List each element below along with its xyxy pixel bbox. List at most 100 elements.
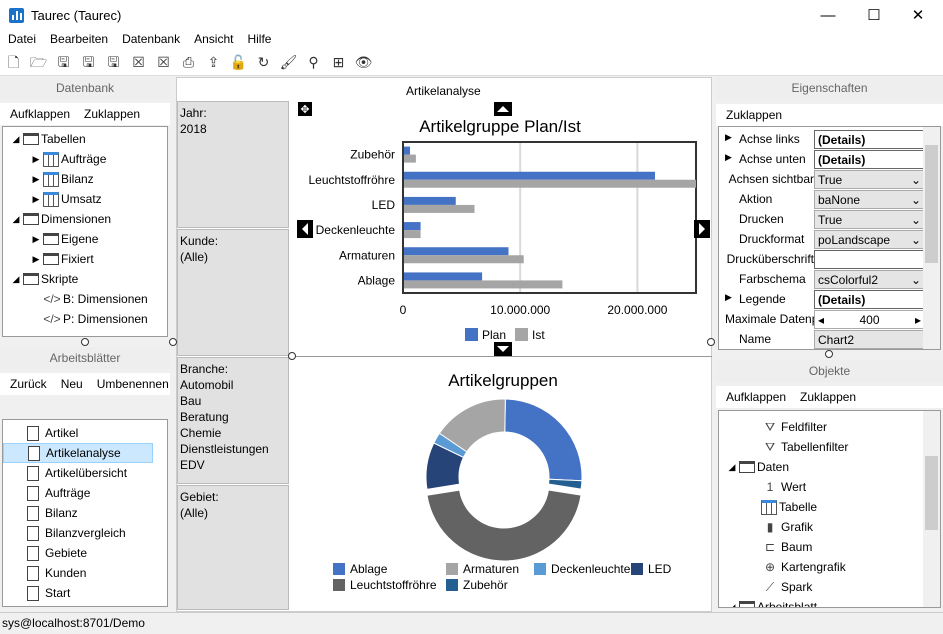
objects-collapse-button[interactable]: Zuklappen — [800, 390, 857, 404]
tree-item[interactable]: ◢ Dimensionen — [3, 209, 167, 229]
increment-icon[interactable]: ▸ — [914, 312, 921, 327]
resize-handle[interactable] — [707, 338, 715, 346]
close-all-icon[interactable]: ☒ — [157, 54, 170, 70]
filter-value[interactable]: Beratung — [180, 410, 229, 424]
spacer[interactable] — [725, 212, 739, 226]
splitter-handle[interactable] — [825, 350, 833, 358]
expander-icon[interactable]: ◢ — [728, 462, 736, 472]
tree-item[interactable]: ◢ Tabellen — [3, 129, 167, 149]
property-row[interactable]: Drucken True ⌄ — [719, 209, 940, 229]
database-expand-button[interactable]: Aufklappen — [10, 107, 71, 121]
property-row[interactable]: ▶ Achse unten (Details) — [719, 149, 940, 169]
filter-gebiet[interactable]: Gebiet: (Alle) — [177, 485, 289, 610]
property-row[interactable]: Drucküberschrift — [719, 249, 940, 269]
bar-plan[interactable] — [404, 171, 655, 180]
splitter-handle[interactable] — [81, 338, 89, 346]
menu-hilfe[interactable]: Hilfe — [247, 32, 272, 46]
tree-item[interactable]: ▮ Grafik — [719, 517, 940, 537]
tree-item[interactable]: ▶ Fixiert — [3, 249, 167, 269]
spacer[interactable] — [725, 272, 739, 286]
tree-item[interactable]: Tabelle — [719, 497, 940, 517]
chevron-down-icon[interactable]: ⌄ — [910, 192, 921, 207]
expand-arrow-icon[interactable]: ▶ — [725, 292, 732, 302]
expander-icon[interactable]: ▶ — [32, 254, 40, 264]
property-row[interactable]: Farbschema csColorful2 ⌄ — [719, 269, 940, 289]
donut-slice[interactable] — [438, 398, 506, 453]
bar-plan[interactable] — [404, 272, 483, 281]
tree-item[interactable]: ⊕ Kartengrafik — [719, 557, 940, 577]
minimize-button[interactable]: — — [820, 7, 836, 24]
filter-branche[interactable]: Branche: Automobil Bau Beratung Chemie Dienst… — [177, 357, 289, 484]
expander-icon[interactable]: ◢ — [12, 274, 20, 284]
worksheet-item[interactable]: Bilanz — [3, 503, 167, 523]
save-as-icon[interactable]: 🖫 — [82, 54, 95, 70]
chevron-down-icon[interactable]: ⌄ — [910, 212, 921, 227]
property-row[interactable]: Druckformat poLandscape ⌄ — [719, 229, 940, 249]
spacer[interactable] — [725, 332, 739, 346]
donut-chart[interactable]: Artikelgruppen Ablage Armaturen Deckenleuch… — [290, 358, 710, 610]
expander-icon[interactable]: ◢ — [12, 134, 20, 144]
open-folder-icon[interactable]: 🗁 — [29, 54, 48, 70]
property-value[interactable]: baNone ⌄ — [814, 189, 926, 209]
property-value[interactable]: True ⌄ — [814, 209, 926, 229]
filter-value[interactable]: Automobil — [180, 378, 234, 392]
expand-arrow-icon[interactable]: ▶ — [725, 132, 732, 142]
worksheet-item[interactable]: Gebiete — [3, 543, 167, 563]
tree-item[interactable]: ▶ Aufträge — [3, 149, 167, 169]
rename-button[interactable]: Umbenennen — [96, 377, 169, 391]
tree-item[interactable]: ◢ Arbeitsblatt — [719, 597, 940, 607]
worksheet-item[interactable]: Bilanzvergleich — [3, 523, 167, 543]
worksheet-item[interactable]: Start — [3, 583, 167, 603]
property-value[interactable] — [814, 249, 926, 269]
expander-icon[interactable]: ◢ — [12, 214, 20, 224]
property-value[interactable]: Chart2 — [814, 329, 926, 349]
maximize-button[interactable]: ☐ — [867, 7, 881, 24]
chevron-down-icon[interactable]: ⌄ — [910, 272, 921, 287]
properties-collapse-button[interactable]: Zuklappen — [726, 108, 783, 122]
expand-arrow-icon[interactable]: ▶ — [725, 152, 732, 162]
filter-value[interactable]: (Alle) — [180, 250, 209, 264]
decrement-icon[interactable]: ◂ — [818, 312, 825, 327]
filter-value[interactable]: 2018 — [180, 122, 207, 136]
tree-item[interactable]: ▶ Umsatz — [3, 189, 167, 209]
bar-ist[interactable] — [404, 255, 524, 264]
expander-icon[interactable]: ▶ — [32, 174, 40, 184]
tree-item[interactable]: </> P: Dimensionen — [3, 309, 167, 329]
search-icon[interactable]: ⚲ — [308, 54, 319, 70]
property-row[interactable]: Name Chart2 — [719, 329, 940, 349]
property-row[interactable]: Achsen sichtbar True ⌄ — [719, 169, 940, 189]
filter-value[interactable]: EDV — [180, 458, 205, 472]
filter-value[interactable]: Dienstleistungen — [180, 442, 269, 456]
menu-ansicht[interactable]: Ansicht — [194, 32, 234, 46]
filter-value[interactable]: (Alle) — [180, 506, 209, 520]
chevron-down-icon[interactable]: ⌄ — [910, 172, 921, 187]
property-scrollbar[interactable] — [923, 127, 940, 349]
new-file-icon[interactable]: 🗋 — [7, 54, 20, 70]
save-icon[interactable]: 🖫 — [57, 54, 70, 70]
property-value[interactable]: (Details) — [814, 289, 926, 309]
back-button[interactable]: Zurück — [10, 377, 47, 391]
menu-datei[interactable]: Datei — [8, 32, 37, 46]
filter-value[interactable]: Chemie — [180, 426, 222, 440]
worksheet-item[interactable]: Artikel — [3, 423, 167, 443]
tree-item[interactable]: ▶ Eigene — [3, 229, 167, 249]
menu-datenbank[interactable]: Datenbank — [122, 32, 181, 46]
tree-item[interactable]: ⟋ Spark — [719, 577, 940, 597]
bar-ist[interactable] — [404, 154, 416, 163]
print-icon[interactable]: ⎙ — [182, 54, 195, 70]
refresh-icon[interactable]: ↻ — [257, 54, 270, 70]
chevron-down-icon[interactable]: ⌄ — [910, 232, 921, 247]
bar-plan[interactable] — [404, 146, 411, 155]
objects-expand-button[interactable]: Aufklappen — [726, 390, 787, 404]
tree-item[interactable]: ⊏ Baum — [719, 537, 940, 557]
bar-ist[interactable] — [404, 179, 696, 188]
worksheet-item[interactable]: Kunden — [3, 563, 167, 583]
worksheet-item[interactable]: Aufträge — [3, 483, 167, 503]
bar-ist[interactable] — [404, 280, 563, 289]
resize-handle[interactable] — [169, 338, 177, 346]
bar-plan[interactable] — [404, 196, 456, 205]
database-collapse-button[interactable]: Zuklappen — [84, 107, 141, 121]
tree-item[interactable]: ⛛ Feldfilter — [719, 417, 940, 437]
spacer[interactable] — [725, 232, 739, 246]
bar-chart[interactable]: Artikelgruppe Plan/Ist 0 10.000.000 20.000.… — [290, 100, 710, 356]
